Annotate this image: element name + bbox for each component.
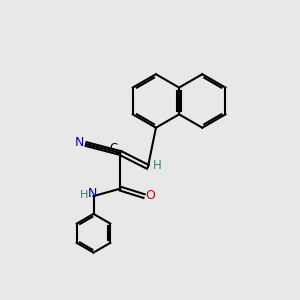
Text: N: N (88, 187, 98, 200)
Text: H: H (80, 190, 88, 200)
Text: O: O (146, 189, 155, 202)
Text: C: C (110, 142, 118, 155)
Text: H: H (153, 159, 162, 172)
Text: N: N (75, 136, 84, 149)
